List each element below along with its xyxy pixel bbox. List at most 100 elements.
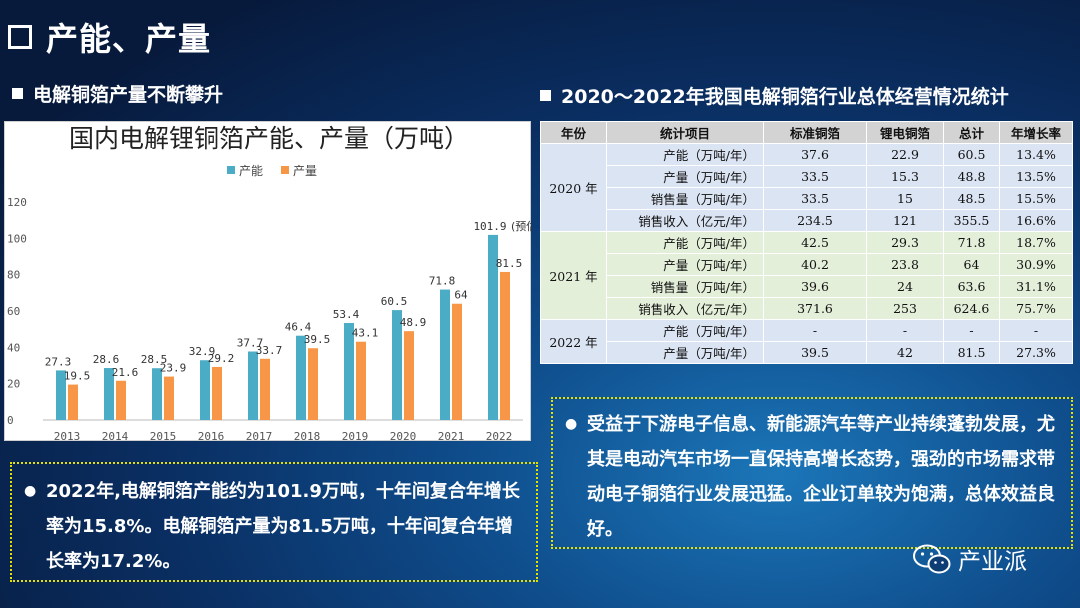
item-cell: 产量（万吨/年） bbox=[606, 165, 764, 188]
value-cell: 13.5% bbox=[999, 165, 1073, 188]
right-note-box: ● 受益于下游电子信息、新能源汽车等产业持续蓬勃发展，尤其是电动汽车市场一直保持… bbox=[551, 397, 1073, 549]
bar-产量 bbox=[356, 341, 366, 420]
value-cell: 42.5 bbox=[763, 231, 867, 254]
x-tick-label: 2019 bbox=[342, 430, 369, 442]
bar-产能 bbox=[104, 368, 114, 420]
data-label: 32.9 bbox=[189, 345, 216, 358]
value-cell: 29.3 bbox=[866, 231, 944, 254]
square-bullet-icon bbox=[12, 88, 23, 99]
value-cell: 27.3% bbox=[999, 341, 1073, 364]
value-cell: - bbox=[943, 319, 1000, 342]
value-cell: 624.6 bbox=[943, 297, 1000, 320]
value-cell: 15.5% bbox=[999, 187, 1073, 210]
stats-table: 年份 统计项目 标准铜箔 锂电铜箔 总计 年增长率 2020 年产能（万吨/年） 37.6 2… bbox=[540, 121, 1073, 364]
item-cell: 产能（万吨/年） bbox=[606, 143, 764, 166]
data-label: 39.5 bbox=[304, 333, 331, 346]
table-header-cell: 统计项目 bbox=[606, 121, 764, 144]
x-tick-label: 2021 bbox=[438, 430, 465, 442]
data-label: 60.5 bbox=[381, 295, 408, 308]
table-row: 2020 年产能（万吨/年） 37.6 22.9 60.5 13.4% bbox=[540, 143, 1073, 232]
x-tick-label: 2016 bbox=[198, 430, 225, 442]
value-cell: - bbox=[763, 319, 867, 342]
value-cell: 15.3 bbox=[866, 165, 944, 188]
title-square-icon bbox=[8, 25, 32, 49]
y-tick-label: 120 bbox=[7, 196, 27, 209]
data-label: 48.9 bbox=[400, 316, 427, 329]
legend-swatch bbox=[227, 166, 235, 174]
item-cell: 产量（万吨/年） bbox=[606, 341, 764, 364]
value-cell: 81.5 bbox=[943, 341, 1000, 364]
table-header-cell: 锂电铜箔 bbox=[866, 121, 944, 144]
value-cell: 13.4% bbox=[999, 143, 1073, 166]
y-tick-label: 80 bbox=[7, 269, 20, 282]
data-label: 28.6 bbox=[93, 353, 120, 366]
value-cell: 371.6 bbox=[763, 297, 867, 320]
bar-产量 bbox=[452, 303, 462, 420]
data-label: 23.9 bbox=[160, 362, 187, 375]
y-tick-label: 100 bbox=[7, 232, 27, 245]
bullet-icon: ● bbox=[565, 416, 578, 432]
bar-chart: 国内电解锂铜箔产能、产量（万吨） 产能 产量 0 20 40 60 80 100 120 27.3 1… bbox=[7, 124, 532, 442]
bar-产能 bbox=[392, 310, 402, 420]
table-header-row: 年份 统计项目 标准铜箔 锂电铜箔 总计 年增长率 bbox=[540, 121, 1073, 144]
year-cell: 2020 年 bbox=[540, 143, 607, 232]
right-note-text: 受益于下游电子信息、新能源汽车等产业持续蓬勃发展，尤其是电动汽车市场一直保持高增… bbox=[587, 414, 1055, 540]
bar-产能 bbox=[200, 360, 210, 420]
item-cell: 产能（万吨/年） bbox=[606, 319, 764, 342]
x-tick-label: 2018 bbox=[294, 430, 321, 442]
value-cell: 16.6% bbox=[999, 209, 1073, 232]
table-row: 销售收入（亿元/年） 234.5 121 355.5 16.6% bbox=[541, 209, 1073, 232]
value-cell: 355.5 bbox=[943, 209, 1000, 232]
bar-产量 bbox=[308, 348, 318, 420]
value-cell: 253 bbox=[866, 297, 944, 320]
bar-产量 bbox=[404, 331, 414, 420]
value-cell: 60.5 bbox=[943, 143, 1000, 166]
data-label: 71.8 bbox=[429, 275, 456, 288]
item-cell: 销售收入（亿元/年） bbox=[606, 297, 764, 320]
legend-label: 产量 bbox=[293, 164, 317, 178]
value-cell: 30.9% bbox=[999, 253, 1073, 276]
bar-产量 bbox=[260, 358, 270, 420]
data-label: 21.6 bbox=[112, 366, 139, 379]
y-tick-label: 60 bbox=[7, 305, 20, 318]
item-cell: 销售量（万吨/年） bbox=[606, 187, 764, 210]
table-header-cell: 标准铜箔 bbox=[763, 121, 867, 144]
x-tick-label: 2015 bbox=[150, 430, 177, 442]
page-title-text: 产能、产量 bbox=[46, 20, 212, 58]
value-cell: 121 bbox=[866, 209, 944, 232]
item-cell: 销售收入（亿元/年） bbox=[606, 209, 764, 232]
table-row: 销售量（万吨/年） 39.6 24 63.6 31.1% bbox=[541, 275, 1073, 298]
page-title: 产能、产量 bbox=[8, 14, 211, 60]
data-label: 43.1 bbox=[352, 327, 379, 340]
bar-产能 bbox=[56, 370, 66, 420]
table-row: 2022 年产能（万吨/年） - - - - bbox=[540, 319, 1073, 364]
bar-产能 bbox=[248, 351, 258, 420]
value-cell: 75.7% bbox=[999, 297, 1073, 320]
chart-section-heading: 电解铜箔产量不断攀升 bbox=[12, 80, 223, 107]
data-label: 27.3 bbox=[45, 355, 72, 368]
bar-产能 bbox=[344, 322, 354, 420]
value-cell: 37.6 bbox=[763, 143, 867, 166]
table-row: 产量（万吨/年） 33.5 15.3 48.8 13.5% bbox=[541, 165, 1073, 188]
value-cell: 23.8 bbox=[866, 253, 944, 276]
chart-title: 国内电解锂铜箔产能、产量（万吨） bbox=[69, 124, 469, 153]
table-section-heading-text: 2020～2022年我国电解铜箔行业总体经营情况统计 bbox=[561, 86, 1009, 108]
data-label: 28.5 bbox=[141, 353, 168, 366]
value-cell: 48.5 bbox=[943, 187, 1000, 210]
value-cell: 71.8 bbox=[943, 231, 1000, 254]
bar-产能 bbox=[488, 234, 498, 420]
value-cell: 18.7% bbox=[999, 231, 1073, 254]
bar-产能 bbox=[296, 335, 306, 420]
bar-产量 bbox=[116, 380, 126, 420]
annotation-label: (预估) bbox=[511, 220, 532, 233]
chart-section-heading-text: 电解铜箔产量不断攀升 bbox=[33, 84, 224, 106]
year-cell: 2022 年 bbox=[540, 319, 607, 364]
y-tick-label: 40 bbox=[7, 341, 20, 354]
value-cell: - bbox=[866, 319, 944, 342]
data-label: 37.7 bbox=[237, 337, 264, 350]
bar-产量 bbox=[68, 384, 78, 420]
data-label: 64 bbox=[454, 289, 468, 302]
value-cell: 64 bbox=[943, 253, 1000, 276]
stats-table-panel: 年份 统计项目 标准铜箔 锂电铜箔 总计 年增长率 2020 年产能（万吨/年） 37.6 2… bbox=[540, 121, 1073, 364]
data-label: 81.5 bbox=[496, 257, 523, 270]
